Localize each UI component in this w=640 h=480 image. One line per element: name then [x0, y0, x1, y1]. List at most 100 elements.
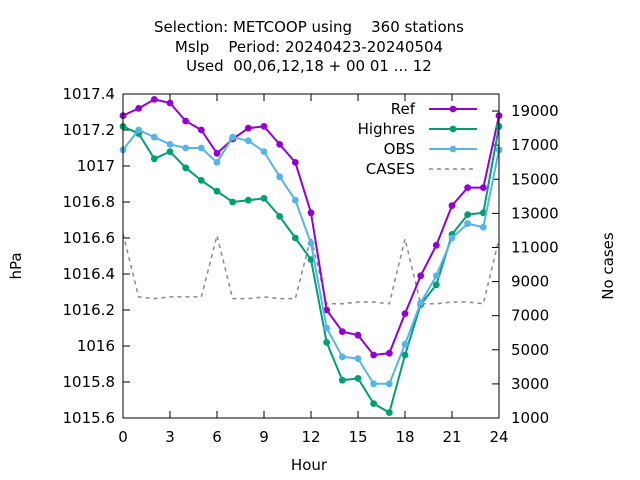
y2-tick-label: 1000 [511, 409, 549, 427]
data-point-obs [370, 380, 378, 388]
legend-label-cases: CASES [366, 160, 415, 178]
data-point-obs [244, 137, 252, 145]
data-point-ref [135, 105, 143, 112]
data-point-ref [307, 209, 315, 217]
data-point-ref [182, 117, 190, 125]
x-tick-label: 0 [118, 428, 128, 446]
data-point-ref [354, 331, 362, 339]
legend-label-highres: Highres [358, 120, 416, 138]
x-tick-label: 24 [489, 428, 508, 446]
data-point-obs [385, 380, 393, 388]
data-point-highres [432, 281, 440, 289]
data-point-highres [385, 409, 393, 416]
chart-title-line-3: Used 00,06,12,18 + 00 01 ... 12 [186, 57, 432, 75]
chart-title-line-2: Mslp Period: 20240423-20240504 [175, 38, 443, 56]
data-point-highres [464, 211, 472, 219]
data-point-ref [197, 126, 205, 134]
y-tick-label: 1016.4 [63, 265, 116, 283]
data-point-obs [338, 353, 346, 361]
data-point-highres [323, 339, 331, 346]
data-point-ref [338, 328, 346, 335]
y2-tick-label: 11000 [511, 238, 559, 256]
legend-marker-obs [449, 145, 457, 153]
data-point-obs [432, 272, 440, 280]
data-point-obs [166, 141, 174, 148]
x-tick-label: 6 [212, 428, 222, 446]
x-tick-label: 3 [165, 428, 175, 446]
series-line-ref [122, 98, 500, 356]
data-point-obs [229, 133, 237, 141]
data-point-highres [244, 196, 252, 204]
plot-frame [122, 93, 500, 419]
y-tick-label: 1017.2 [63, 121, 116, 139]
data-point-obs [307, 240, 315, 247]
data-point-ref [417, 272, 425, 280]
data-point-obs [479, 223, 487, 231]
y2-tick-label: 5000 [511, 341, 549, 359]
y-tick-label: 1016.6 [63, 229, 116, 247]
data-point-obs [448, 234, 456, 242]
data-point-ref [260, 123, 268, 130]
y2-tick-label: 9000 [511, 273, 549, 291]
data-point-ref [166, 99, 174, 107]
x-tick-label: 12 [301, 428, 320, 446]
legend-marker-highres [449, 125, 457, 133]
data-point-obs [276, 173, 284, 181]
data-point-highres [229, 198, 237, 206]
series-line-highres [122, 125, 500, 414]
data-point-obs [323, 324, 331, 332]
x-tick-label: 9 [259, 428, 269, 446]
data-point-highres [150, 155, 158, 163]
y-tick-label: 1016 [77, 337, 115, 355]
data-point-highres [370, 400, 378, 407]
data-point-obs [464, 220, 472, 228]
data-point-obs [417, 299, 425, 307]
data-point-highres [291, 234, 299, 242]
data-point-highres [166, 148, 174, 156]
x-tick-label: 15 [348, 428, 367, 446]
x-axis-label: Hour [291, 456, 328, 474]
data-point-ref [385, 349, 393, 357]
y2-tick-label: 17000 [511, 136, 559, 154]
y-tick-label: 1017 [77, 157, 115, 175]
data-point-ref [370, 351, 378, 359]
y2-tick-label: 13000 [511, 204, 559, 222]
data-point-ref [448, 202, 456, 210]
data-point-highres [197, 177, 205, 184]
y2-tick-label: 15000 [511, 170, 559, 188]
data-point-ref [323, 306, 331, 314]
data-point-obs [260, 148, 268, 156]
data-point-ref [291, 159, 299, 166]
data-point-ref [276, 141, 284, 148]
y-tick-label: 1015.6 [63, 409, 116, 427]
data-point-ref [244, 124, 252, 132]
data-point-highres [182, 164, 190, 172]
y-tick-label: 1015.8 [63, 373, 116, 391]
data-point-obs [197, 144, 205, 152]
y2-axis-label: No cases [599, 232, 617, 300]
y2-tick-label: 19000 [511, 102, 559, 120]
data-point-ref [432, 241, 440, 249]
legend-label-ref: Ref [391, 100, 416, 118]
tick-layer: 0 3 6 9 12 15 18 21 24 1015.6 1015.8 1016 1016.2 1016… [63, 85, 559, 446]
legend: Ref Highres OBS CASES [358, 100, 477, 178]
data-point-highres [213, 187, 221, 195]
chart-title-line-1: Selection: METCOOP using 360 stations [154, 18, 464, 36]
series-line-cases [122, 233, 500, 305]
series-layer [119, 96, 503, 416]
y-tick-label: 1017.4 [63, 85, 116, 103]
data-point-highres [401, 351, 409, 359]
y2-tick-label: 7000 [511, 307, 549, 325]
data-point-highres [260, 195, 268, 202]
y-axis-label: hPa [7, 252, 25, 279]
x-tick-label: 21 [442, 428, 461, 446]
data-point-obs [354, 355, 362, 362]
legend-label-obs: OBS [384, 140, 415, 158]
data-point-obs [182, 144, 190, 152]
data-point-ref [464, 184, 472, 192]
legend-marker-ref [449, 105, 457, 113]
y-tick-label: 1016.2 [63, 301, 116, 319]
data-point-ref [479, 184, 487, 192]
data-point-ref [401, 310, 409, 317]
y-tick-label: 1016.8 [63, 193, 116, 211]
